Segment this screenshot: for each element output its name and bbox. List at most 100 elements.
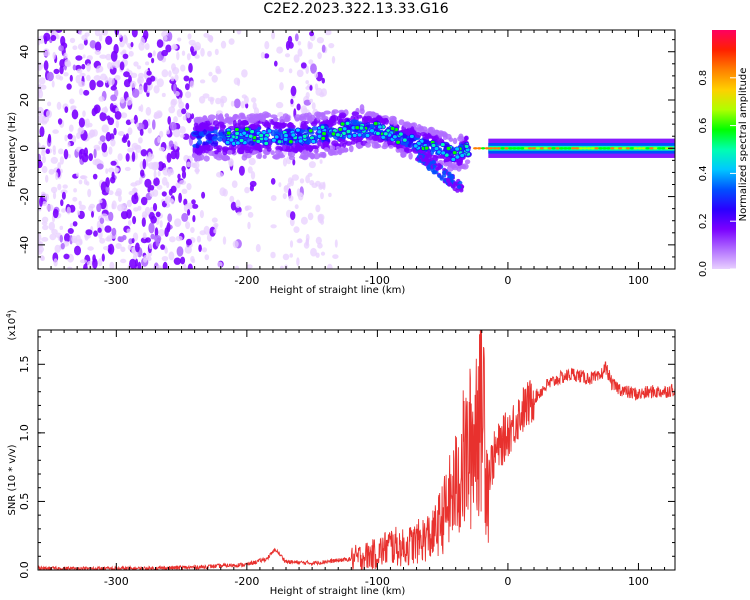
- noise-blob: [282, 157, 288, 167]
- signal-core: [319, 124, 326, 130]
- signal-core: [226, 130, 232, 136]
- noise-blob: [98, 258, 103, 267]
- noise-blob: [60, 242, 65, 250]
- noise-blob: [113, 127, 117, 136]
- noise-blob: [161, 191, 167, 197]
- signal-core: [276, 139, 283, 145]
- noise-blob: [64, 233, 71, 243]
- signal-core: [287, 139, 294, 145]
- noise-blob: [166, 152, 172, 163]
- noise-blob: [228, 38, 235, 45]
- noise-blob: [189, 203, 193, 209]
- noise-blob: [123, 134, 127, 142]
- noise-blob: [161, 176, 168, 186]
- colorbar-tick-label: 0.4: [698, 165, 709, 181]
- noise-blob: [137, 261, 142, 269]
- noise-blob: [321, 77, 325, 84]
- noise-blob: [38, 142, 41, 150]
- noise-blob: [156, 184, 163, 190]
- noise-blob: [99, 135, 106, 143]
- colorbar: 0.0 0.2 0.4 0.6 0.8 Normalized spectral ampli…: [698, 30, 749, 277]
- y-axis-label: Frequency (Hz): [7, 112, 18, 188]
- noise-blob: [92, 173, 98, 180]
- noise-blob: [132, 88, 140, 98]
- signal-core: [445, 145, 452, 151]
- signal-core: [389, 126, 396, 132]
- noise-blob: [203, 225, 210, 235]
- noise-blob: [209, 226, 216, 237]
- noise-blob: [46, 110, 52, 118]
- signal-core: [310, 138, 317, 144]
- noise-blob: [103, 246, 110, 251]
- noise-blob: [171, 63, 176, 71]
- signal-blob: [442, 170, 447, 175]
- noise-blob: [122, 34, 128, 44]
- signal-blob: [238, 147, 245, 155]
- carrier-peak: [625, 147, 631, 150]
- noise-blob: [101, 253, 105, 262]
- noise-blob: [66, 83, 72, 90]
- noise-blob: [297, 48, 303, 57]
- noise-blob: [289, 218, 295, 227]
- noise-blob: [82, 54, 86, 59]
- signal-blob: [375, 115, 383, 121]
- noise-blob: [93, 230, 98, 237]
- noise-blob: [168, 198, 174, 203]
- noise-blob: [174, 74, 179, 82]
- noise-blob: [228, 158, 234, 167]
- noise-blob: [122, 49, 127, 54]
- noise-blob: [185, 91, 192, 99]
- signal-blob: [450, 175, 455, 180]
- carrier-peak: [508, 147, 513, 150]
- noise-blob: [38, 77, 46, 85]
- noise-blob: [184, 245, 192, 254]
- noise-blob: [176, 51, 180, 61]
- carrier-peak: [488, 147, 494, 150]
- noise-blob: [41, 165, 48, 174]
- noise-blob: [133, 207, 139, 212]
- noise-blob: [176, 246, 184, 257]
- noise-blob: [127, 244, 132, 251]
- noise-blob: [253, 107, 260, 116]
- noise-blob: [211, 74, 218, 83]
- signal-blob: [335, 145, 340, 150]
- carrier-peak: [653, 147, 658, 150]
- noise-blob: [177, 37, 182, 42]
- signal-blob: [205, 120, 211, 127]
- signal-blob: [252, 150, 260, 154]
- noise-blob: [108, 243, 115, 255]
- signal-blob: [458, 133, 464, 140]
- noise-blob: [178, 192, 183, 203]
- signal-blob: [192, 131, 201, 136]
- noise-blob: [173, 116, 178, 123]
- colorbar-tick-label: 0.8: [698, 70, 709, 86]
- noise-blob: [210, 97, 214, 105]
- signal-blob: [429, 157, 434, 162]
- noise-blob: [105, 35, 113, 46]
- x-tick-label: -200: [234, 274, 259, 287]
- noise-blob: [294, 204, 299, 210]
- signal-blob: [261, 115, 266, 122]
- y-tick-label: 20: [18, 93, 31, 107]
- signal-core: [412, 143, 419, 149]
- signal-blob: [272, 117, 279, 122]
- noise-blob: [143, 30, 149, 40]
- noise-blob: [270, 195, 277, 201]
- noise-blob: [181, 108, 187, 115]
- noise-blob: [41, 201, 48, 207]
- noise-blob: [105, 237, 112, 242]
- carrier-peak: [633, 147, 638, 150]
- signal-blob: [424, 157, 429, 162]
- noise-blob: [77, 127, 85, 135]
- noise-blob: [318, 184, 324, 190]
- noise-blob: [108, 211, 114, 222]
- noise-blob: [196, 235, 201, 243]
- signal-blob: [322, 141, 329, 147]
- y-multiplier-base: (x10: [7, 318, 18, 341]
- noise-blob: [235, 199, 241, 209]
- signal-core: [273, 134, 280, 140]
- noise-blob: [108, 146, 113, 155]
- carrier-peak: [586, 147, 591, 150]
- carrier-peak: [527, 147, 533, 150]
- noise-blob: [43, 32, 51, 42]
